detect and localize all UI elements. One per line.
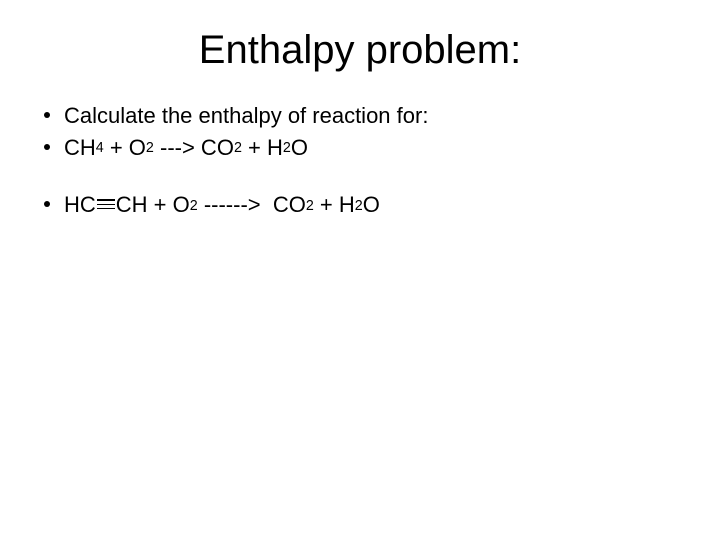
eq-text: O	[363, 190, 380, 220]
subscript: 2	[146, 139, 154, 158]
eq-text: ------> CO	[198, 190, 306, 220]
eq-text: + O	[104, 133, 146, 163]
bullet-item: HCCH + O2 ------> CO2 + H2O	[44, 190, 680, 220]
bullet-list: Calculate the enthalpy of reaction for:C…	[0, 101, 720, 220]
bullet-content: Calculate the enthalpy of reaction for:	[64, 101, 428, 131]
bullet-spacer	[44, 164, 680, 190]
bullet-content: HCCH + O2 ------> CO2 + H2O	[64, 190, 380, 220]
bullet-item: Calculate the enthalpy of reaction for:	[44, 101, 680, 131]
slide-title: Enthalpy problem:	[0, 28, 720, 73]
eq-text: CH	[64, 133, 96, 163]
bullet-content: CH4 + O2 ---> CO2 + H2O	[64, 133, 308, 163]
subscript: 2	[306, 197, 314, 216]
bullet-dot-icon	[44, 112, 50, 118]
eq-text: CH + O	[116, 190, 190, 220]
slide: Enthalpy problem: Calculate the enthalpy…	[0, 0, 720, 540]
eq-text: + H	[242, 133, 283, 163]
eq-text: HC	[64, 190, 96, 220]
bullet-dot-icon	[44, 144, 50, 150]
triple-bond-icon	[97, 197, 115, 211]
subscript: 2	[355, 197, 363, 216]
subscript: 4	[96, 139, 104, 158]
eq-text: + H	[314, 190, 355, 220]
subscript: 2	[234, 139, 242, 158]
bullet-dot-icon	[44, 201, 50, 207]
subscript: 2	[190, 197, 198, 216]
eq-text: O	[291, 133, 308, 163]
eq-text: ---> CO	[154, 133, 234, 163]
subscript: 2	[283, 139, 291, 158]
bullet-item: CH4 + O2 ---> CO2 + H2O	[44, 133, 680, 163]
